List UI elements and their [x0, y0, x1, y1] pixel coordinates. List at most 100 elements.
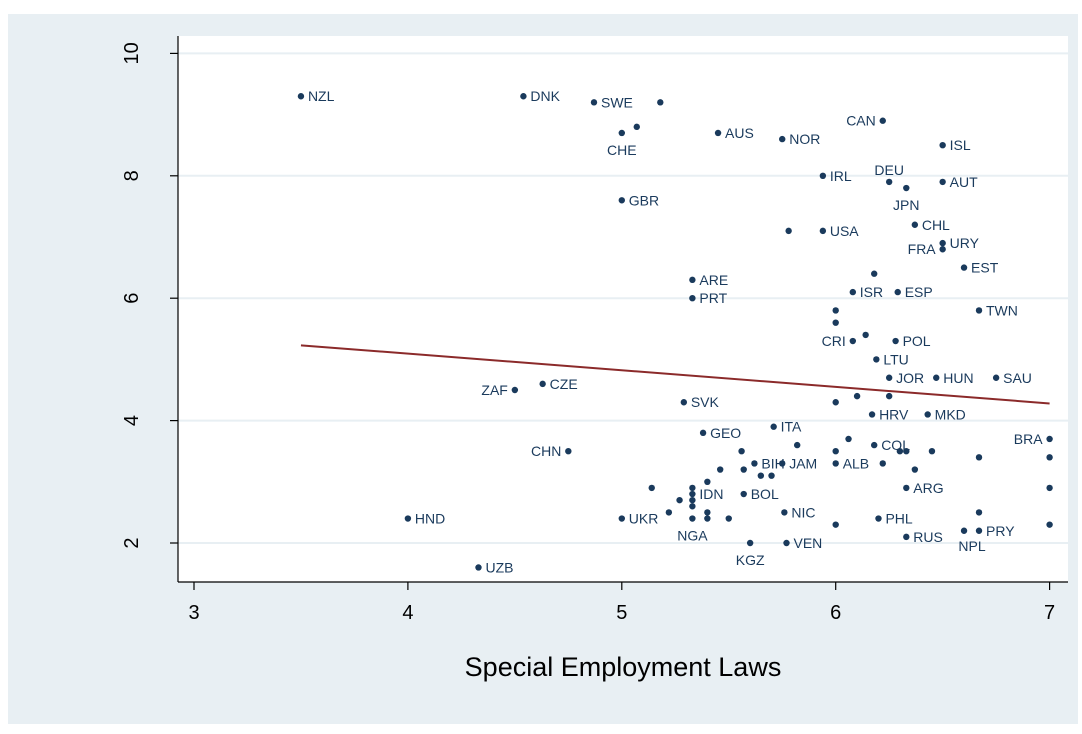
- point-label-swe: SWE: [601, 94, 633, 110]
- x-tick-label-5: 5: [616, 602, 627, 624]
- x-tick-label-4: 4: [402, 602, 413, 624]
- data-point-60: [716, 466, 724, 473]
- data-point-67: [704, 478, 711, 485]
- data-point-40: [853, 392, 861, 400]
- point-label-hnd: HND: [415, 511, 445, 527]
- point-label-geo: GEO: [710, 425, 741, 441]
- point-label-col: COL: [881, 437, 910, 453]
- point-label-sau: SAU: [1003, 370, 1032, 386]
- fit-line-group: [300, 344, 1050, 405]
- plot-area: [178, 36, 1068, 582]
- data-point-29: [862, 331, 869, 339]
- point-label-pol: POL: [903, 333, 931, 349]
- point-label-jam: JAM: [789, 455, 817, 471]
- point-label-npl: NPL: [958, 538, 985, 554]
- point-label-pry: PRY: [986, 523, 1015, 539]
- point-label-ury: URY: [950, 235, 980, 251]
- data-point-88: [1046, 521, 1053, 528]
- data-point-52: [832, 448, 839, 455]
- point-label-nor: NOR: [789, 131, 820, 147]
- point-label-ltu: LTU: [883, 351, 908, 367]
- point-label-bih: BIH: [761, 455, 784, 471]
- data-point-kgz: [746, 539, 754, 547]
- data-point-rus: [903, 533, 910, 541]
- data-point-76: [689, 503, 696, 510]
- y-tick-label-8: 8: [121, 170, 143, 181]
- point-label-nga: NGA: [677, 528, 708, 544]
- x-tick-label-3: 3: [188, 602, 199, 624]
- point-label-can: CAN: [846, 113, 876, 129]
- y-tick-label-10: 10: [121, 42, 143, 64]
- data-point-47: [793, 441, 801, 449]
- data-point-bol: [740, 490, 747, 498]
- data-point-idn: [689, 490, 696, 498]
- data-point-can: [879, 117, 886, 124]
- data-point-77: [665, 509, 673, 516]
- data-point-nor: [779, 135, 786, 143]
- data-point-isr: [849, 288, 857, 296]
- point-label-isr: ISR: [860, 284, 883, 300]
- data-point-twn: [975, 307, 983, 314]
- data-points: NZL DNK SWE CHE AUS NOR CAN ISL IRL DEU JPN AUT GBR U…: [297, 88, 1053, 575]
- point-label-usa: USA: [830, 223, 859, 239]
- data-point-npl: [960, 527, 968, 534]
- point-label-are: ARE: [699, 272, 728, 288]
- data-point-che: [618, 129, 625, 137]
- data-point-39: [832, 399, 839, 406]
- data-point-84: [704, 515, 711, 522]
- x-tick-label-6: 6: [830, 602, 841, 624]
- data-point-78: [704, 509, 711, 516]
- data-point-est: [960, 264, 968, 271]
- point-label-alb: ALB: [843, 455, 869, 471]
- data-point-dnk: [520, 93, 527, 100]
- point-label-bra: BRA: [1014, 431, 1043, 447]
- fit-line: [300, 344, 1050, 405]
- data-point-aus: [714, 129, 722, 137]
- data-point-3: [657, 99, 664, 106]
- point-label-ven: VEN: [794, 535, 823, 551]
- point-label-bol: BOL: [751, 486, 779, 502]
- point-label-deu: DEU: [874, 162, 904, 178]
- data-point-arg: [903, 484, 910, 492]
- data-point-swe: [590, 99, 598, 106]
- point-label-jor: JOR: [896, 370, 924, 386]
- data-point-phl: [875, 515, 882, 522]
- y-tick-label-6: 6: [121, 293, 143, 304]
- data-point-4: [633, 123, 640, 131]
- data-point-nga: [689, 515, 696, 522]
- data-point-64: [768, 472, 775, 479]
- data-point-27: [832, 319, 839, 326]
- point-label-cri: CRI: [822, 333, 846, 349]
- data-point-geo: [699, 429, 707, 437]
- data-point-nzl: [297, 93, 305, 100]
- data-point-svk: [680, 399, 688, 406]
- data-point-jor: [885, 374, 893, 381]
- point-label-aus: AUS: [725, 125, 754, 141]
- data-point-jpn: [903, 184, 910, 192]
- point-label-chl: CHL: [922, 217, 950, 233]
- data-point-col: [871, 441, 878, 449]
- x-axis-title: Special Employment Laws: [465, 652, 782, 682]
- point-label-dnk: DNK: [530, 88, 560, 104]
- data-point-irl: [819, 172, 827, 179]
- point-label-fra: FRA: [908, 241, 937, 257]
- data-point-chn: [565, 448, 572, 455]
- point-label-ita: ITA: [781, 419, 802, 435]
- data-point-chl: [911, 221, 919, 228]
- data-point-80: [975, 509, 983, 516]
- data-point-mkd: [924, 411, 931, 418]
- data-point-53: [896, 448, 904, 455]
- point-label-phl: PHL: [885, 511, 912, 527]
- data-point-ukr: [618, 515, 625, 522]
- gridlines: [178, 52, 1068, 544]
- data-point-71: [1046, 484, 1053, 492]
- data-point-nic: [781, 509, 788, 516]
- point-label-est: EST: [971, 260, 999, 276]
- point-label-arg: ARG: [913, 480, 943, 496]
- data-point-prt: [689, 295, 696, 302]
- data-point-85: [725, 515, 732, 522]
- point-label-kgz: KGZ: [736, 552, 765, 568]
- data-point-gbr: [618, 197, 625, 204]
- data-point-cri: [849, 337, 857, 345]
- data-point-68: [648, 484, 655, 492]
